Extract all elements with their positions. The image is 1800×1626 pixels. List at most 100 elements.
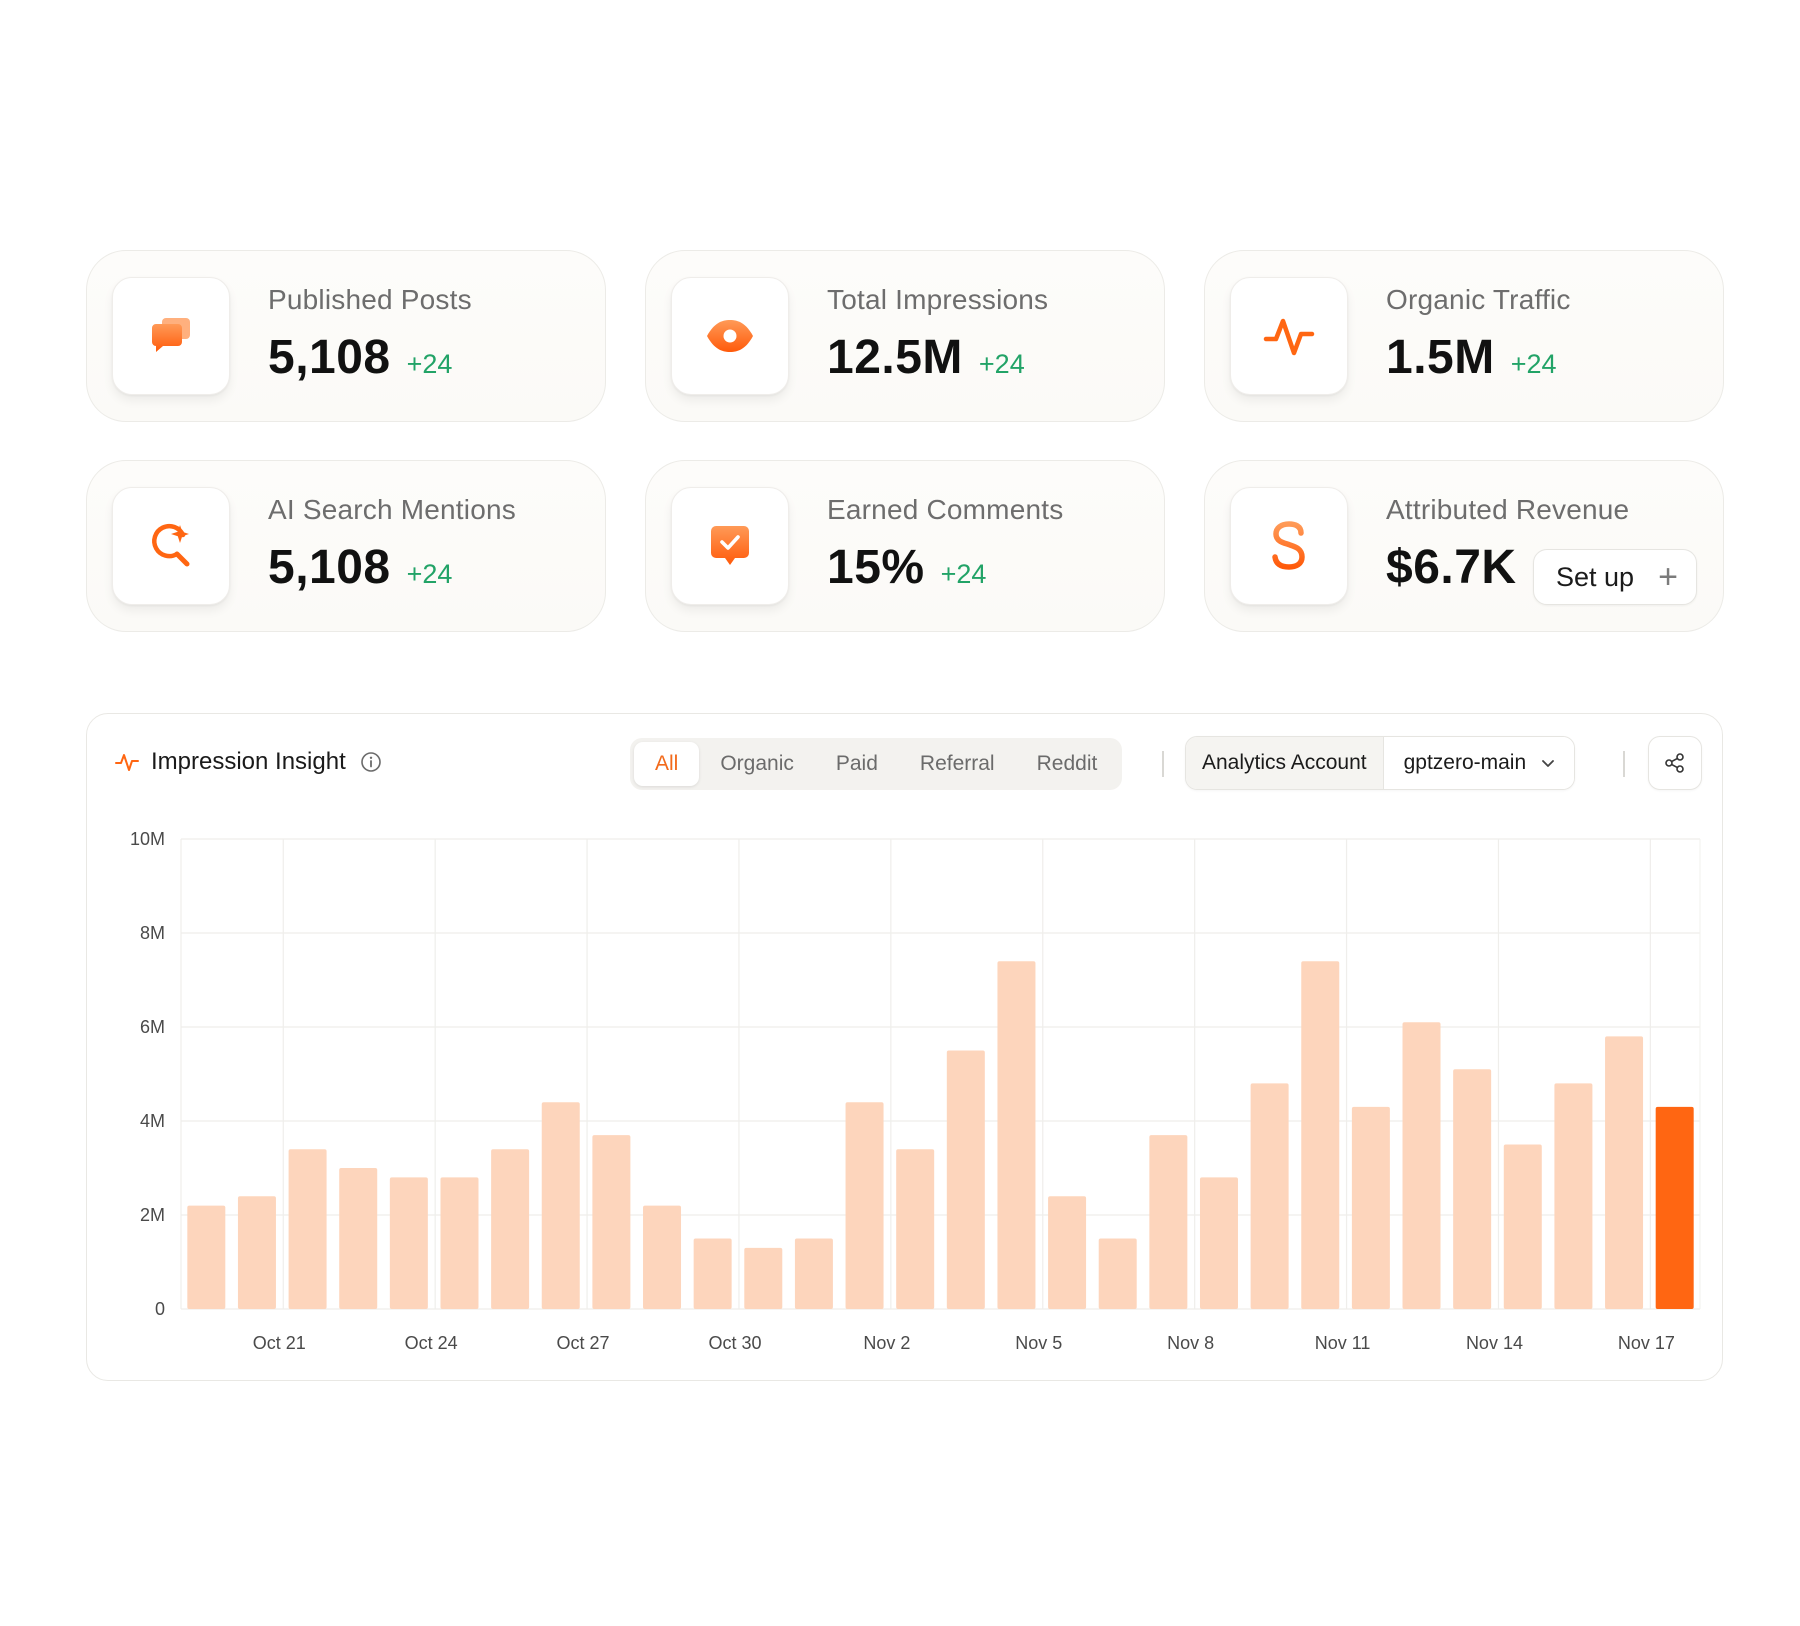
bar: [389, 1177, 428, 1309]
stat-text: Attributed Revenue $6.7K: [1386, 494, 1629, 595]
stat-delta: +24: [406, 558, 453, 589]
stat-value: 12.5M: [827, 330, 963, 384]
x-tick-label: Nov 5: [1015, 1333, 1062, 1353]
account-dropdown[interactable]: gptzero-main: [1383, 737, 1575, 789]
chart-title-text: Impression Insight: [151, 748, 346, 775]
bar: [491, 1149, 530, 1309]
chevron-down-icon: [1542, 760, 1555, 767]
impression-chart: 0 2M 4M 6M 8M 10M Oct 21 Oct 24 Oct 27 Oct 30 Nov …: [130, 829, 1701, 1353]
bar: [845, 1102, 884, 1309]
x-tick-label: Nov 8: [1167, 1333, 1214, 1353]
eye-icon: [671, 277, 789, 395]
stat-text: AI Search Mentions 5,108 +24: [268, 494, 516, 595]
stat-text: Earned Comments 15% +24: [827, 494, 1063, 595]
bar: [592, 1135, 631, 1309]
bar: [1301, 961, 1340, 1309]
source-tabs: All Organic Paid Referral Reddit: [630, 738, 1123, 790]
bar: [1149, 1135, 1188, 1309]
stat-value: 5,108: [268, 330, 391, 384]
tab-all[interactable]: All: [634, 742, 700, 786]
stat-value-row: $6.7K: [1386, 540, 1629, 595]
info-icon[interactable]: [360, 751, 382, 773]
comment-check-icon: [671, 487, 789, 605]
bar-highlighted: [1655, 1106, 1694, 1309]
stat-card-ai-search-mentions: AI Search Mentions 5,108 +24: [86, 460, 606, 632]
stat-value: 15%: [827, 540, 925, 594]
stat-label: Organic Traffic: [1386, 283, 1571, 315]
bar: [1453, 1069, 1492, 1309]
share-button[interactable]: [1648, 736, 1702, 790]
stat-delta: +24: [978, 348, 1025, 379]
y-tick-label: 6M: [140, 1017, 165, 1037]
x-tick-label: Oct 21: [253, 1333, 306, 1353]
bar: [643, 1205, 682, 1309]
stat-label: Total Impressions: [827, 283, 1049, 315]
bar: [237, 1196, 276, 1309]
stats-grid: Published Posts 5,108 +24 Total Impressions…: [86, 250, 1724, 632]
setup-button[interactable]: Set up +: [1533, 549, 1697, 605]
bar: [794, 1238, 833, 1309]
divider: [1623, 751, 1625, 777]
stat-label: Published Posts: [268, 283, 472, 315]
bar: [541, 1102, 580, 1309]
bar: [1554, 1083, 1593, 1309]
bar: [896, 1149, 935, 1309]
stat-card-published-posts: Published Posts 5,108 +24: [86, 250, 606, 422]
tab-referral[interactable]: Referral: [919, 752, 995, 775]
divider: [1162, 751, 1164, 777]
bar: [693, 1238, 732, 1309]
bar: [1250, 1083, 1289, 1309]
bar: [1402, 1022, 1441, 1309]
bar: [1048, 1196, 1087, 1309]
chat-bubbles-icon: [112, 277, 230, 395]
stat-label: Attributed Revenue: [1386, 493, 1630, 525]
pulse-icon: [115, 754, 139, 771]
stat-text: Total Impressions 12.5M +24: [827, 284, 1048, 385]
stat-value-row: 15% +24: [827, 540, 1063, 595]
chart-title: Impression Insight: [115, 748, 382, 776]
dollar-icon: [1230, 487, 1348, 605]
analytics-account-selector[interactable]: Analytics Account gptzero-main: [1185, 736, 1576, 790]
tab-reddit[interactable]: Reddit: [1036, 752, 1098, 775]
stat-label: Earned Comments: [827, 493, 1064, 525]
stat-text: Organic Traffic 1.5M +24: [1386, 284, 1571, 385]
share-icon: [1665, 753, 1684, 773]
bar: [1605, 1036, 1644, 1309]
stat-value: 1.5M: [1386, 330, 1495, 384]
stat-card-organic-traffic: Organic Traffic 1.5M +24: [1204, 250, 1724, 422]
plus-icon: +: [1658, 558, 1678, 596]
x-tick-label: Oct 27: [557, 1333, 610, 1353]
pulse-icon: [1230, 277, 1348, 395]
stat-value: $6.7K: [1386, 540, 1517, 594]
bar: [1351, 1106, 1390, 1309]
bar: [997, 961, 1036, 1309]
x-tick-label: Nov 17: [1618, 1333, 1675, 1353]
stat-card-earned-comments: Earned Comments 15% +24: [645, 460, 1165, 632]
bar: [744, 1247, 783, 1309]
x-tick-label: Nov 14: [1466, 1333, 1523, 1353]
stat-delta: +24: [940, 558, 987, 589]
x-tick-label: Oct 30: [708, 1333, 761, 1353]
stat-label: AI Search Mentions: [268, 493, 516, 525]
stat-value-row: 5,108 +24: [268, 330, 472, 385]
x-tick-label: Nov 11: [1315, 1333, 1371, 1353]
stat-value-row: 5,108 +24: [268, 540, 516, 595]
stat-value-row: 12.5M +24: [827, 330, 1048, 385]
tab-organic[interactable]: Organic: [720, 752, 794, 775]
bar: [946, 1050, 985, 1309]
y-tick-label: 4M: [140, 1111, 165, 1131]
bar: [1199, 1177, 1238, 1309]
account-value: gptzero-main: [1403, 751, 1527, 774]
bar: [288, 1149, 327, 1309]
bar: [339, 1168, 378, 1309]
stat-text: Published Posts 5,108 +24: [268, 284, 472, 385]
impression-insight-panel: 0 2M 4M 6M 8M 10M Oct 21 Oct 24 Oct 27 Oct 30 Nov …: [86, 713, 1723, 1381]
stat-delta: +24: [406, 348, 453, 379]
bar: [1098, 1238, 1137, 1309]
stat-value: 5,108: [268, 540, 391, 594]
x-tick-label: Nov 2: [863, 1333, 910, 1353]
account-label: Analytics Account: [1186, 737, 1384, 789]
tab-paid[interactable]: Paid: [835, 752, 878, 775]
stat-card-attributed-revenue: Attributed Revenue $6.7K Set up +: [1204, 460, 1724, 632]
y-tick-label: 8M: [140, 923, 165, 943]
